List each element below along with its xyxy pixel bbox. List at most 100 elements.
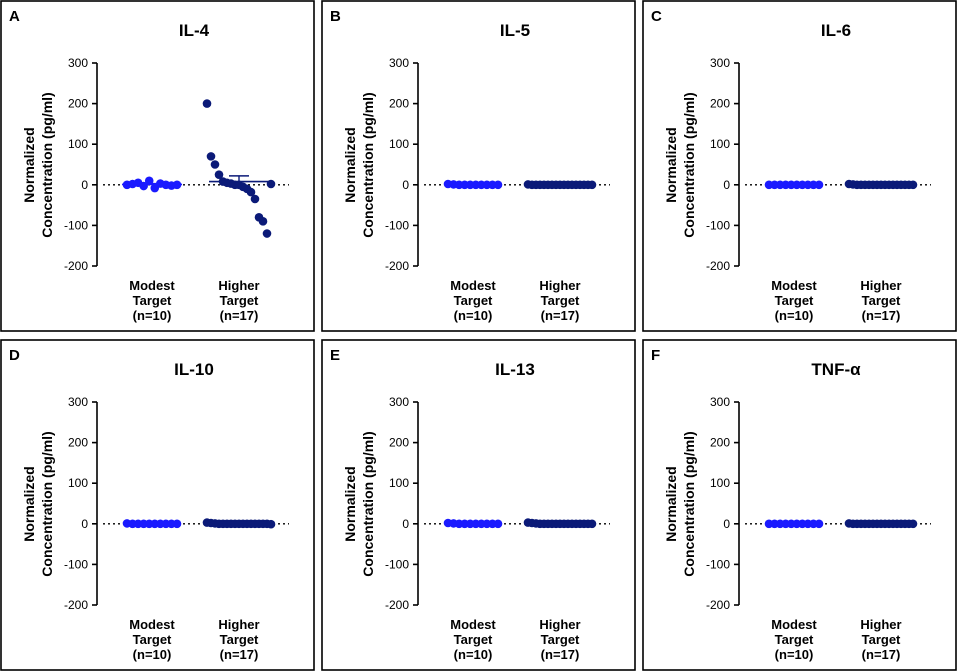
chart-panel-c: C IL-6 Normalized Concentration (pg/ml) 300 2… xyxy=(642,0,957,332)
y-tick-label: 0 xyxy=(723,178,730,192)
y-tick-label: -100 xyxy=(385,218,409,232)
x-category-label: Higher xyxy=(539,617,580,632)
y-tick-label: 200 xyxy=(389,97,409,111)
x-category-label: Modest xyxy=(450,278,496,293)
y-tick-label: 200 xyxy=(389,436,409,450)
panel-letter: E xyxy=(330,347,340,364)
y-tick-label: 100 xyxy=(68,137,88,151)
y-tick-label: 100 xyxy=(710,476,730,490)
y-axis-label: Concentration (pg/ml) xyxy=(681,431,697,576)
y-axis-label: Normalized xyxy=(342,127,358,202)
data-point xyxy=(493,180,503,190)
y-tick-label: -100 xyxy=(706,218,730,232)
panel-letter: F xyxy=(651,347,660,364)
y-tick-label: -100 xyxy=(706,557,730,571)
x-category-label: Target xyxy=(133,632,172,647)
panel-frame xyxy=(321,339,636,671)
x-category-label: Target xyxy=(862,632,901,647)
panel-frame xyxy=(0,339,315,671)
x-category-label: (n=10) xyxy=(133,308,172,323)
y-axis-label: Concentration (pg/ml) xyxy=(39,92,55,237)
x-category-label: Higher xyxy=(539,278,580,293)
y-tick-label: -100 xyxy=(64,218,88,232)
y-tick-label: 300 xyxy=(68,395,88,409)
data-point xyxy=(908,180,918,190)
data-point xyxy=(172,519,182,529)
y-tick-label: 300 xyxy=(389,56,409,70)
chart-panel-d: D IL-10 Normalized Concentration (pg/ml) 300… xyxy=(0,339,315,671)
data-point xyxy=(266,519,276,529)
x-category-label: Modest xyxy=(129,617,175,632)
panel-frame xyxy=(0,0,315,332)
y-tick-label: 200 xyxy=(710,436,730,450)
y-axis-label: Normalized xyxy=(663,466,679,541)
x-category-label: (n=10) xyxy=(775,647,814,662)
x-category-label: Target xyxy=(862,293,901,308)
x-category-label: (n=17) xyxy=(220,647,259,662)
x-category-label: Modest xyxy=(771,278,817,293)
y-tick-label: 200 xyxy=(68,436,88,450)
chart-title: IL-4 xyxy=(179,21,210,40)
x-category-label: Modest xyxy=(771,617,817,632)
y-tick-label: 200 xyxy=(68,97,88,111)
chart-title: TNF-α xyxy=(811,360,861,379)
x-category-label: Target xyxy=(454,293,493,308)
y-tick-label: 0 xyxy=(81,178,88,192)
chart-title: IL-5 xyxy=(500,21,530,40)
y-tick-label: -100 xyxy=(64,557,88,571)
y-tick-label: 100 xyxy=(68,476,88,490)
data-point xyxy=(258,217,268,226)
x-category-label: (n=17) xyxy=(541,308,580,323)
y-axis-label: Normalized xyxy=(342,466,358,541)
x-category-label: Target xyxy=(220,293,259,308)
x-category-label: Higher xyxy=(218,278,259,293)
data-point xyxy=(214,170,224,179)
data-point xyxy=(202,99,212,108)
y-tick-label: 300 xyxy=(710,56,730,70)
x-category-label: (n=10) xyxy=(133,647,172,662)
y-tick-label: -200 xyxy=(64,598,88,612)
panel-letter: B xyxy=(330,8,341,25)
x-category-label: (n=10) xyxy=(454,647,493,662)
chart-panel-f: F TNF-α Normalized Concentration (pg/ml) 300… xyxy=(642,339,957,671)
x-category-label: Higher xyxy=(860,617,901,632)
x-category-label: Modest xyxy=(129,278,175,293)
data-point xyxy=(210,160,220,169)
x-category-label: Modest xyxy=(450,617,496,632)
y-axis-label: Concentration (pg/ml) xyxy=(681,92,697,237)
panel-letter: D xyxy=(9,347,20,364)
x-category-label: Target xyxy=(133,293,172,308)
data-point xyxy=(262,229,272,238)
panel-frame xyxy=(642,0,957,332)
x-category-label: Target xyxy=(541,632,580,647)
x-category-label: Target xyxy=(775,293,814,308)
y-tick-label: -100 xyxy=(385,557,409,571)
y-tick-label: -200 xyxy=(385,259,409,273)
x-category-label: Target xyxy=(541,293,580,308)
x-category-label: Higher xyxy=(218,617,259,632)
y-tick-label: 200 xyxy=(710,97,730,111)
chart-title: IL-6 xyxy=(821,21,851,40)
y-tick-label: -200 xyxy=(706,259,730,273)
panel-letter: A xyxy=(9,8,20,25)
x-category-label: (n=17) xyxy=(220,308,259,323)
chart-panel-e: E IL-13 Normalized Concentration (pg/ml) 300… xyxy=(321,339,636,671)
data-point xyxy=(908,519,918,529)
x-category-label: (n=17) xyxy=(862,308,901,323)
panel-frame xyxy=(642,339,957,671)
x-category-label: Higher xyxy=(860,278,901,293)
chart-panel-a: A IL-4 Normalized Concentration (pg/ml) 300 2… xyxy=(0,0,315,332)
data-point xyxy=(587,519,597,529)
chart-title: IL-13 xyxy=(495,360,535,379)
y-tick-label: 300 xyxy=(710,395,730,409)
x-category-label: Target xyxy=(454,632,493,647)
chart-title: IL-10 xyxy=(174,360,214,379)
x-category-label: Target xyxy=(220,632,259,647)
y-tick-label: -200 xyxy=(64,259,88,273)
y-axis-label: Normalized xyxy=(21,127,37,202)
data-point xyxy=(814,519,824,529)
data-point xyxy=(493,519,503,529)
y-tick-label: 0 xyxy=(402,517,409,531)
y-tick-label: -200 xyxy=(385,598,409,612)
y-tick-label: 0 xyxy=(723,517,730,531)
